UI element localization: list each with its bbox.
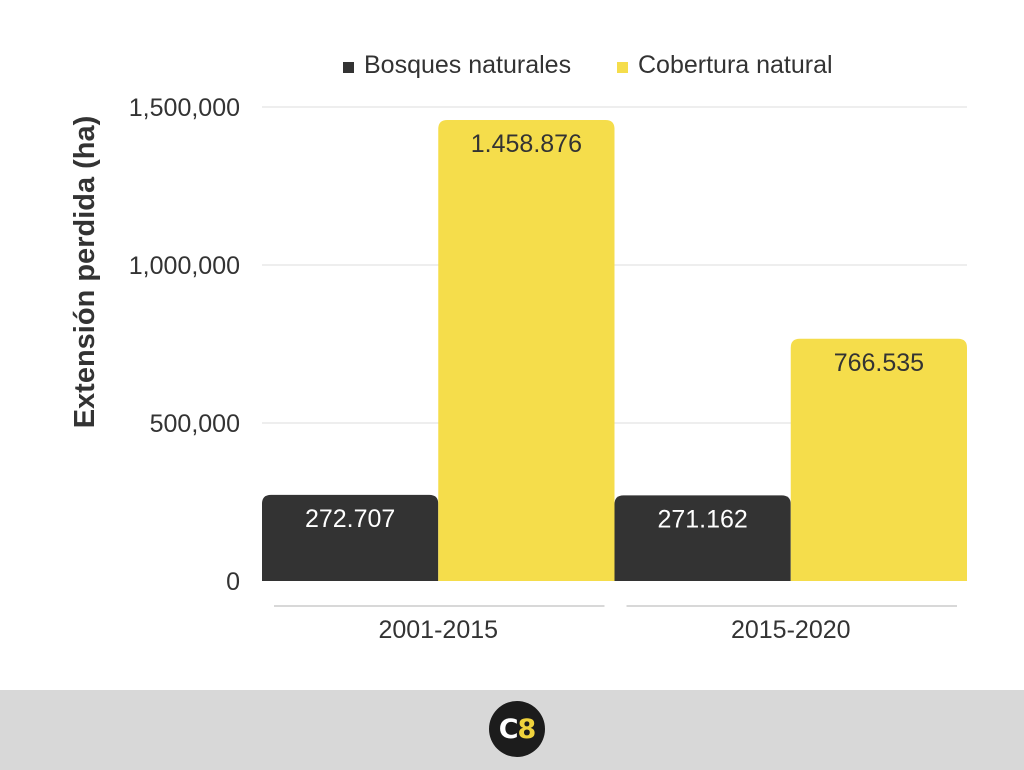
- bar-chart: 0 500,000 1,000,000 1,500,000 Extensión perd…: [69, 51, 967, 644]
- y-tick-label: 1,500,000: [129, 94, 240, 122]
- data-label: 1.458.876: [471, 130, 582, 158]
- bar-cobertura: [790, 338, 967, 581]
- data-label: 271.162: [657, 505, 747, 533]
- legend-swatch: [343, 62, 354, 73]
- legend-label: Bosques naturales: [364, 51, 571, 79]
- y-tick-label: 500,000: [150, 410, 240, 438]
- x-tick-label: 2001-2015: [378, 616, 498, 644]
- bar-bosques: [614, 495, 791, 581]
- data-label: 272.707: [305, 505, 395, 533]
- logo-number: 8: [517, 713, 537, 745]
- y-tick-label: 1,000,000: [129, 252, 240, 280]
- bar-bosques: [262, 494, 439, 581]
- legend-swatch: [617, 62, 628, 73]
- legend-label: Cobertura natural: [638, 51, 833, 79]
- data-label: 766.535: [834, 349, 924, 377]
- x-tick-label: 2015-2020: [731, 616, 851, 644]
- bar-cobertura: [438, 119, 615, 582]
- y-tick-label: 0: [226, 568, 240, 596]
- logo-letter: C: [498, 713, 519, 745]
- y-axis-title: Extensión perdida (ha): [69, 116, 101, 429]
